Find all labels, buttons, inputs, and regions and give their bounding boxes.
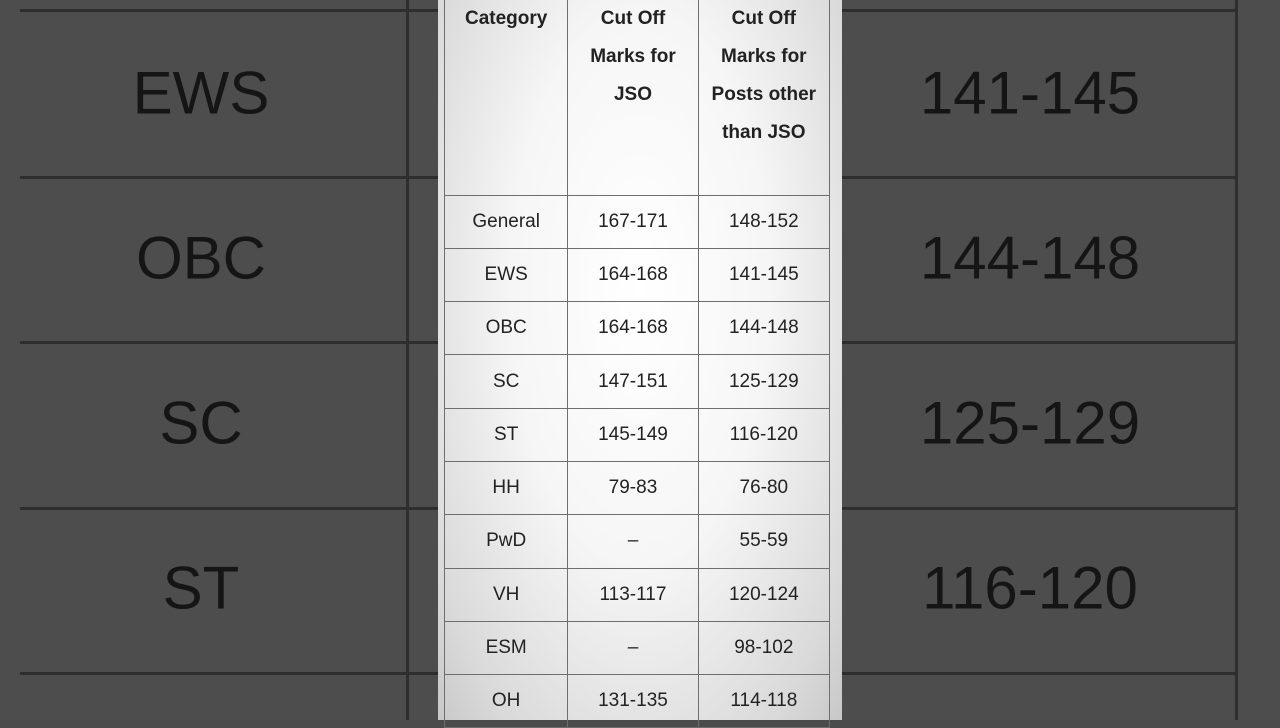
table-row: PwD –55-59 bbox=[443, 514, 831, 569]
other-posts-cutoff-cell: 120-124 bbox=[697, 567, 831, 622]
category-cell: ESM bbox=[443, 620, 569, 676]
other-posts-cutoff-cell: 125-129 bbox=[697, 354, 831, 409]
table-row: ST 145-149 116-120 bbox=[443, 407, 831, 462]
cutoff-table: Category Cut Off Marks for JSO Cut Off M… bbox=[443, 0, 831, 728]
jso-cutoff-cell: 79-83 bbox=[567, 460, 699, 516]
table-row: HH 79-83 76-80 bbox=[443, 460, 831, 516]
bg-left-text: SC bbox=[159, 389, 243, 457]
bg-right-text: 144-148 bbox=[919, 224, 1141, 292]
category-cell: SC bbox=[443, 354, 569, 409]
other-posts-cutoff-cell: 148-152 bbox=[697, 194, 831, 249]
other-posts-cutoff-cell: 55-59 bbox=[697, 514, 831, 569]
table-row: VH 113-117 120-124 bbox=[443, 567, 831, 622]
other-posts-cutoff-cell: 144-148 bbox=[697, 301, 831, 356]
bg-left-text: EWS bbox=[132, 59, 270, 127]
jso-cutoff-cell: – bbox=[567, 620, 699, 676]
category-cell: General bbox=[443, 194, 569, 249]
jso-cutoff-cell: 145-149 bbox=[567, 407, 699, 462]
bg-right-text: 141-145 bbox=[919, 59, 1141, 127]
category-cell: OBC bbox=[443, 301, 569, 356]
cutoff-table-panel: Category Cut Off Marks for JSO Cut Off M… bbox=[438, 0, 842, 728]
table-row: General 167-171 148-152 bbox=[443, 194, 831, 249]
bg-left-text: ST bbox=[162, 554, 240, 622]
header-other-posts: Cut Off Marks for Posts other than JSO bbox=[697, 0, 831, 196]
header-jso: Cut Off Marks for JSO bbox=[567, 0, 699, 196]
jso-cutoff-cell: 167-171 bbox=[567, 194, 699, 249]
table-row: OBC 164-168 144-148 bbox=[443, 301, 831, 356]
category-cell: HH bbox=[443, 460, 569, 516]
jso-cutoff-cell: 113-117 bbox=[567, 567, 699, 622]
category-cell: VH bbox=[443, 567, 569, 622]
other-posts-cutoff-cell: 114-118 bbox=[697, 674, 831, 728]
category-cell: PwD bbox=[443, 514, 569, 569]
jso-cutoff-cell: 147-151 bbox=[567, 354, 699, 409]
header-category: Category bbox=[443, 0, 569, 196]
other-posts-cutoff-cell: 116-120 bbox=[697, 407, 831, 462]
other-posts-cutoff-cell: 76-80 bbox=[697, 460, 831, 516]
category-cell: ST bbox=[443, 407, 569, 462]
other-posts-cutoff-cell: 141-145 bbox=[697, 247, 831, 303]
other-posts-cutoff-cell: 98-102 bbox=[697, 620, 831, 676]
bg-right-text: 116-120 bbox=[922, 554, 1138, 622]
table-header-row: Category Cut Off Marks for JSO Cut Off M… bbox=[443, 0, 831, 196]
jso-cutoff-cell: – bbox=[567, 514, 699, 569]
jso-cutoff-cell: 164-168 bbox=[567, 301, 699, 356]
category-cell: OH bbox=[443, 674, 569, 728]
table-row: EWS 164-168 141-145 bbox=[443, 247, 831, 303]
table-row: SC 147-151 125-129 bbox=[443, 354, 831, 409]
bg-right-text: 125-129 bbox=[919, 389, 1141, 457]
bg-left-text: OBC bbox=[135, 224, 267, 292]
category-cell: EWS bbox=[443, 247, 569, 303]
table-row: ESM –98-102 bbox=[443, 620, 831, 676]
jso-cutoff-cell: 164-168 bbox=[567, 247, 699, 303]
